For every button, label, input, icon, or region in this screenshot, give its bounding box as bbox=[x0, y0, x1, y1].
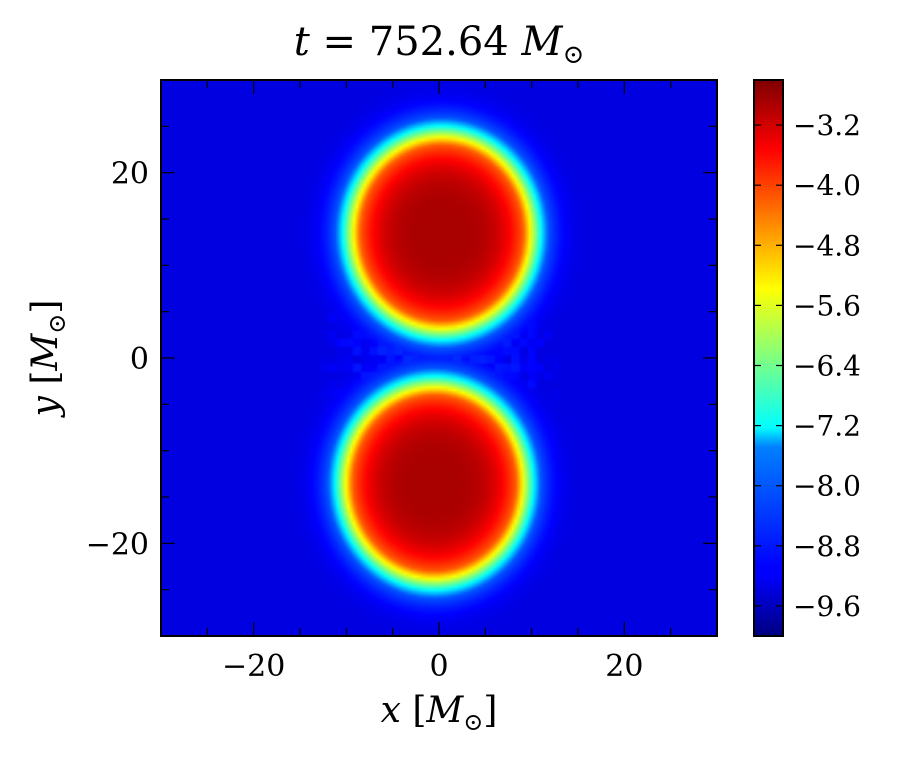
colorbar bbox=[753, 79, 784, 637]
heatmap-image bbox=[161, 80, 717, 636]
y-tick-label: 20 bbox=[111, 157, 149, 192]
chart-title: t = 752.64 M⊙ bbox=[294, 19, 584, 70]
y-tick-label: 0 bbox=[130, 342, 149, 377]
colorbar-tick-label: −8.0 bbox=[793, 470, 861, 503]
y-axis-label: y [M⊙] bbox=[25, 300, 71, 419]
x-tick-label: −20 bbox=[222, 649, 285, 684]
colorbar-tick-label: −3.2 bbox=[793, 109, 861, 142]
x-tick-label: 0 bbox=[429, 649, 448, 684]
axis-ticks: −20 0 20 −20 0 20 bbox=[86, 80, 717, 684]
x-axis-label: x [M⊙] bbox=[381, 690, 498, 736]
colorbar-tick-label: −4.8 bbox=[793, 229, 861, 262]
heatmap-area bbox=[161, 80, 717, 636]
colorbar-tick-label: −6.4 bbox=[793, 350, 861, 383]
colorbar-tick-label: −8.8 bbox=[793, 530, 861, 563]
colorbar-tick-label: −9.6 bbox=[793, 590, 861, 623]
colorbar-ticks: −3.2 −4.0 −4.8 −5.6 −6.4 −7.2 −8.0 −8.8 −9.6 bbox=[754, 109, 861, 623]
colorbar-tick-label: −7.2 bbox=[793, 410, 861, 443]
x-tick-label: 20 bbox=[605, 649, 643, 684]
colorbar-tick-label: −5.6 bbox=[793, 289, 861, 322]
y-tick-label: −20 bbox=[86, 527, 149, 562]
colorbar-tick-label: −4.0 bbox=[793, 169, 861, 202]
